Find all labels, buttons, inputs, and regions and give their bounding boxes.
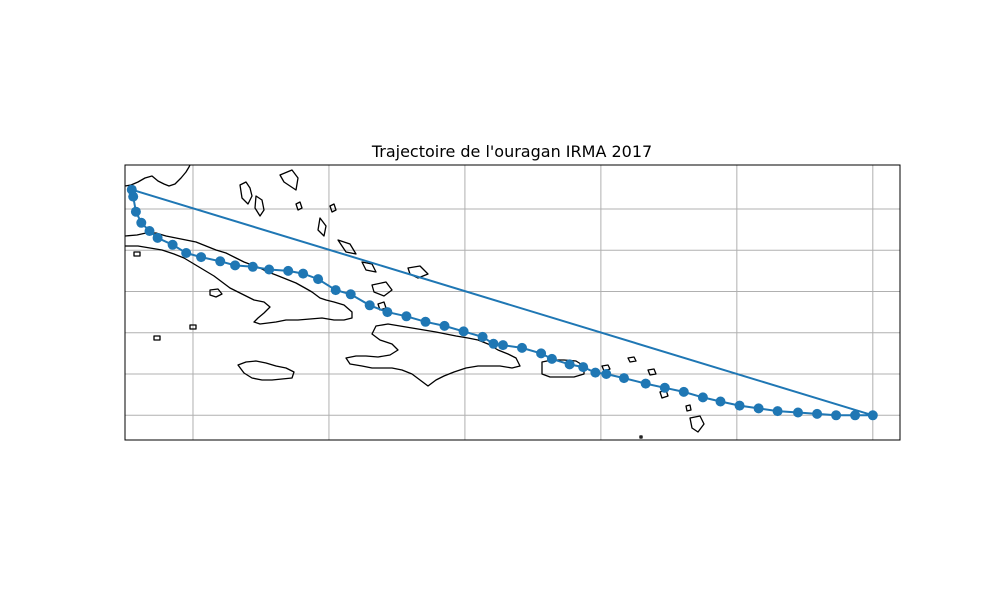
track-point — [264, 264, 275, 275]
coast-turks-caicos — [407, 265, 429, 279]
track-point — [136, 217, 147, 228]
track-point — [196, 252, 207, 263]
track-point — [152, 232, 163, 243]
track-point — [517, 342, 527, 353]
track-point — [230, 260, 241, 271]
coast-hispaniola — [345, 323, 521, 387]
track-point — [753, 403, 764, 414]
track-point — [590, 367, 601, 378]
track-point — [298, 268, 309, 279]
coastlines — [125, 165, 705, 439]
track-point — [640, 378, 651, 389]
track-point — [697, 392, 708, 403]
track-point — [546, 353, 557, 364]
track-point — [167, 239, 178, 250]
map-axes — [124, 164, 901, 441]
track-point — [382, 307, 393, 318]
track-point — [313, 274, 324, 285]
track-point — [578, 362, 589, 373]
coast-bahamas-cat — [317, 217, 327, 237]
coast-cayman-3 — [153, 335, 161, 341]
track-point — [831, 410, 842, 421]
track-point — [181, 248, 192, 258]
coast-florida — [125, 165, 191, 187]
track-point — [850, 410, 861, 421]
track-point — [772, 406, 783, 417]
track-point — [536, 348, 547, 359]
track-point — [401, 311, 412, 322]
track-point — [130, 206, 141, 217]
track-point — [659, 382, 670, 393]
coast-isla-juventud — [209, 288, 223, 298]
track-point — [458, 326, 469, 337]
coast-bahamas-long — [337, 239, 357, 255]
hurricane-track — [126, 184, 878, 421]
track-point — [247, 261, 258, 272]
coast-barbuda — [647, 368, 657, 376]
track-point — [564, 359, 575, 370]
coast-bahamas-andros — [239, 181, 253, 205]
coast-bahamas-acklins — [361, 261, 377, 273]
track-point — [477, 331, 488, 342]
track-point — [812, 408, 823, 419]
coast-dominica — [685, 404, 692, 412]
graticule — [125, 165, 900, 440]
track-point — [345, 289, 356, 300]
coast-cuba — [125, 232, 353, 325]
track-point — [283, 265, 294, 276]
track-point — [734, 400, 745, 411]
map-background — [125, 165, 900, 440]
track-point — [215, 256, 226, 267]
track-point — [330, 285, 341, 296]
track-point — [867, 410, 878, 421]
coast-bahamas-small-2 — [329, 203, 337, 213]
map-frame — [124, 164, 901, 441]
track-point — [678, 386, 689, 397]
track-point — [601, 369, 612, 379]
track-point — [715, 396, 726, 407]
track-point — [498, 340, 508, 351]
chart-title: Trajectoire de l'ouragan IRMA 2017 — [371, 142, 652, 161]
coast-virgin-islands — [601, 364, 611, 372]
track-point — [439, 320, 450, 331]
coast-cayman-2 — [189, 324, 197, 330]
track-point — [488, 338, 499, 349]
track-point — [126, 184, 137, 195]
coast-anguilla — [627, 356, 637, 363]
track-point — [420, 316, 431, 327]
track-point — [793, 407, 803, 418]
track-point — [144, 226, 155, 236]
coast-bahamas-small-1 — [295, 201, 303, 211]
coast-jamaica — [237, 360, 295, 381]
coast-cayman — [133, 251, 141, 257]
coast-puerto-rico — [541, 359, 585, 378]
coast-bahamas-inagua — [371, 281, 393, 297]
coast-bahamas-grand — [254, 195, 265, 217]
track-point — [619, 373, 629, 384]
coast-martinique — [689, 415, 705, 433]
coast-bahamas-eleuthera — [279, 169, 299, 191]
track-point — [364, 300, 375, 311]
coast-small-lesser — [639, 435, 643, 439]
